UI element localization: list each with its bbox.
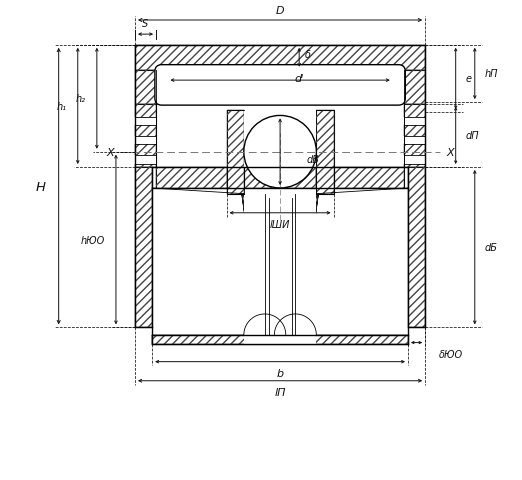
Bar bbox=[404, 118, 426, 126]
Text: S: S bbox=[143, 19, 149, 29]
Bar bbox=[238, 191, 322, 348]
Bar bbox=[134, 118, 157, 126]
Text: b: b bbox=[277, 368, 283, 378]
Text: D: D bbox=[276, 6, 284, 16]
Text: dБ: dБ bbox=[484, 242, 497, 252]
Text: e: e bbox=[465, 74, 471, 84]
Text: δ: δ bbox=[305, 50, 311, 60]
Polygon shape bbox=[135, 168, 152, 328]
Text: hП: hП bbox=[484, 69, 498, 79]
Text: δЮО: δЮО bbox=[438, 349, 462, 359]
Polygon shape bbox=[152, 335, 408, 345]
Bar bbox=[134, 137, 157, 145]
Text: dᴵ: dᴵ bbox=[294, 74, 304, 84]
FancyBboxPatch shape bbox=[155, 66, 405, 106]
Polygon shape bbox=[227, 110, 244, 194]
Polygon shape bbox=[244, 168, 316, 189]
Text: h₁: h₁ bbox=[56, 102, 66, 112]
Polygon shape bbox=[152, 335, 408, 345]
Bar bbox=[244, 194, 265, 345]
Bar bbox=[404, 156, 426, 164]
Bar bbox=[265, 194, 295, 345]
Bar bbox=[156, 71, 404, 105]
Polygon shape bbox=[404, 71, 425, 105]
Bar bbox=[404, 137, 426, 145]
Bar bbox=[244, 189, 316, 194]
Polygon shape bbox=[408, 168, 425, 328]
Bar bbox=[295, 194, 316, 345]
Polygon shape bbox=[334, 168, 404, 189]
Polygon shape bbox=[316, 110, 334, 194]
Polygon shape bbox=[404, 105, 425, 168]
Text: H: H bbox=[35, 180, 45, 193]
Text: dП: dП bbox=[465, 131, 479, 141]
Polygon shape bbox=[135, 71, 156, 105]
Text: lШИ: lШИ bbox=[270, 220, 290, 230]
Polygon shape bbox=[156, 168, 227, 189]
Bar bbox=[244, 110, 316, 168]
Text: dВ: dВ bbox=[307, 155, 320, 165]
Circle shape bbox=[244, 116, 316, 189]
Polygon shape bbox=[244, 194, 265, 335]
Text: X: X bbox=[446, 147, 454, 157]
Polygon shape bbox=[135, 46, 425, 71]
Text: lП: lП bbox=[275, 387, 286, 397]
Polygon shape bbox=[299, 194, 318, 335]
Text: h₂: h₂ bbox=[75, 94, 86, 104]
Bar bbox=[134, 156, 157, 164]
Polygon shape bbox=[242, 194, 261, 335]
Polygon shape bbox=[295, 194, 316, 335]
Text: X: X bbox=[106, 147, 114, 157]
Polygon shape bbox=[135, 105, 156, 168]
Text: hЮО: hЮО bbox=[80, 235, 104, 245]
